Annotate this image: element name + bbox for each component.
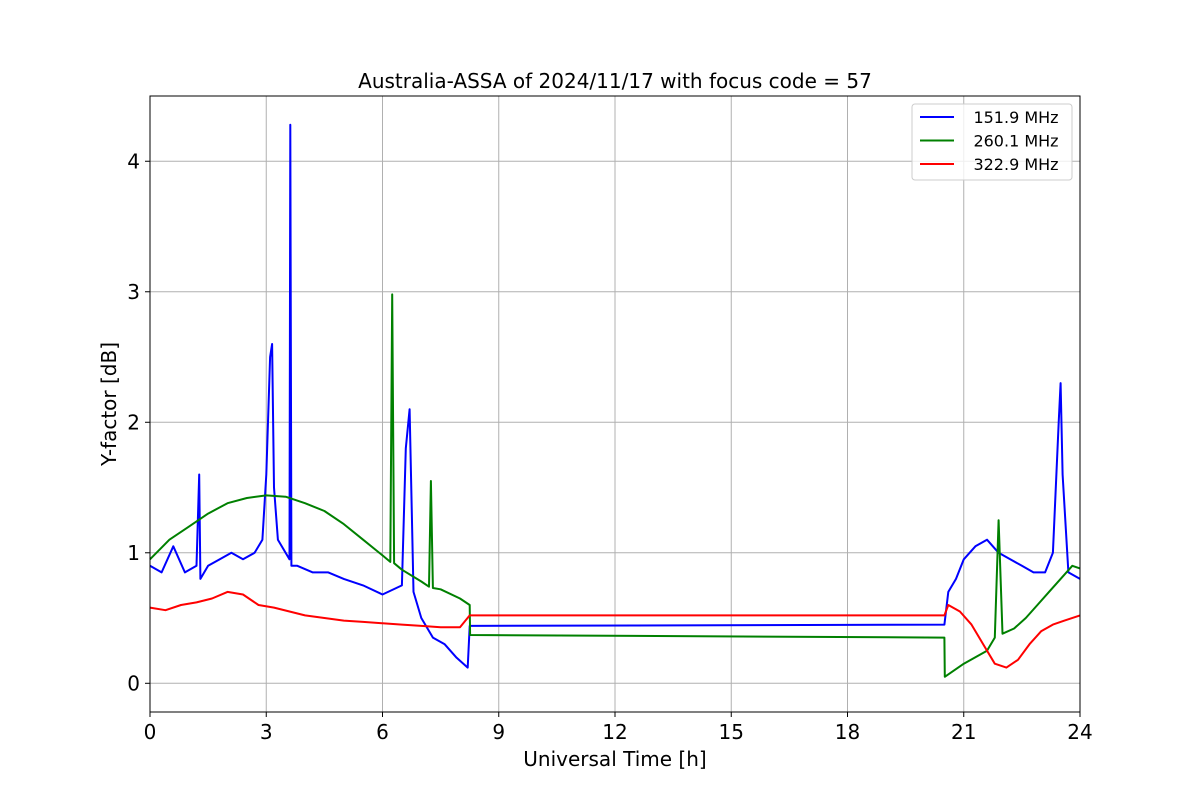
legend-label-1: 151.9 MHz (973, 108, 1058, 127)
x-axis-label: Universal Time [h] (523, 747, 706, 771)
series-line-3 (149, 590, 1081, 669)
x-tick-label: 3 (260, 720, 273, 744)
legend: 151.9 MHz 260.1 MHz 322.9 MHz (911, 103, 1073, 181)
y-tick-label: 2 (127, 410, 140, 434)
y-tick-label: 3 (127, 280, 140, 304)
legend-label-3: 322.9 MHz (973, 155, 1058, 174)
chart-title: Australia-ASSA of 2024/11/17 with focus … (358, 69, 872, 93)
y-axis-label: Y-factor [dB] (97, 342, 121, 467)
y-tick-label: 1 (127, 541, 140, 565)
x-axis-ticks: 0 3 6 9 12 15 18 21 24 (144, 712, 1093, 744)
series-line-2 (149, 293, 1081, 678)
x-tick-label: 6 (376, 720, 389, 744)
y-tick-label: 4 (127, 149, 140, 173)
y-tick-label: 0 (127, 671, 140, 695)
x-tick-label: 9 (492, 720, 505, 744)
x-tick-label: 15 (719, 720, 744, 744)
series-line-1 (149, 123, 1081, 669)
x-tick-label: 12 (602, 720, 627, 744)
legend-label-2: 260.1 MHz (973, 132, 1058, 151)
y-axis-ticks: 0 1 2 3 4 (127, 149, 150, 695)
x-tick-label: 24 (1067, 720, 1092, 744)
x-tick-label: 21 (951, 720, 976, 744)
x-tick-label: 18 (835, 720, 860, 744)
x-tick-label: 0 (144, 720, 157, 744)
legend-box (911, 103, 1073, 181)
series-layer (149, 123, 1081, 678)
